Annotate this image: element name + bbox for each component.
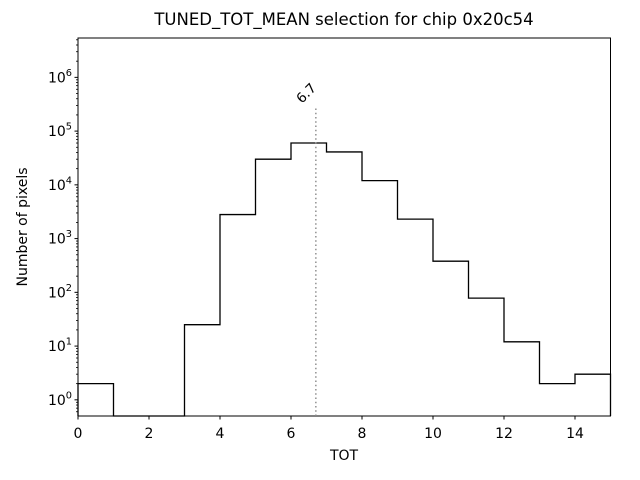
y-minor-ticks (76, 39, 78, 413)
y-tick-label: 104 (48, 175, 72, 194)
y-tick-label: 103 (48, 229, 72, 248)
histogram-step-line (77, 142, 612, 417)
x-tick-label: 10 (424, 426, 442, 442)
x-tick-label: 0 (74, 426, 83, 442)
x-tick-label: 4 (216, 426, 225, 442)
x-ticks: 0 2 4 6 8 10 12 14 (74, 416, 584, 442)
x-tick-label: 14 (566, 426, 584, 442)
plot-border (77, 37, 611, 417)
x-tick-label: 8 (358, 426, 367, 442)
x-tick-label: 2 (145, 426, 154, 442)
threshold-value-label: 6.7 (293, 80, 320, 107)
y-axis-label: Number of pixels (15, 167, 31, 286)
y-tick-label: 100 (48, 390, 72, 409)
y-major-ticks: 100 101 102 103 104 105 106 (48, 68, 78, 409)
y-tick-label: 105 (48, 122, 72, 141)
x-tick-label: 6 (287, 426, 296, 442)
y-tick-label: 101 (48, 337, 72, 356)
chart-title: TUNED_TOT_MEAN selection for chip 0x20c5… (153, 10, 533, 30)
x-tick-label: 12 (495, 426, 513, 442)
x-axis-label: TOT (329, 448, 359, 464)
y-tick-label: 106 (48, 68, 72, 87)
y-tick-label: 102 (48, 283, 72, 302)
